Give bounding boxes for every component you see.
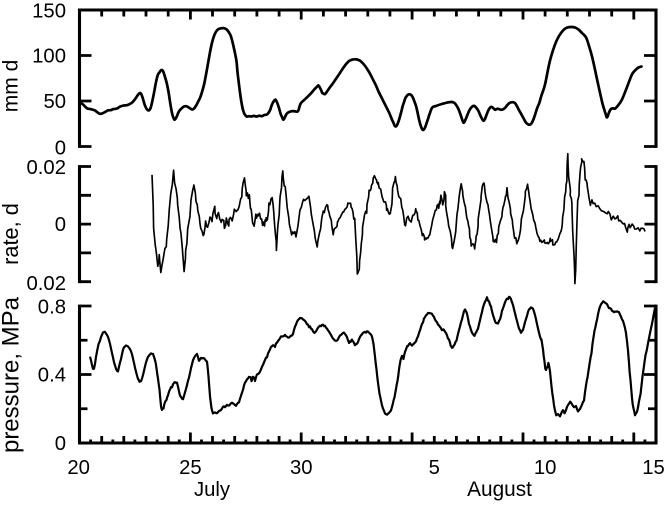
svg-text:0.02: 0.02 (27, 157, 66, 179)
svg-text:30: 30 (290, 457, 313, 479)
svg-text:rate, d: rate, d (0, 203, 23, 265)
svg-text:0.02: 0.02 (27, 273, 66, 295)
svg-text:0: 0 (55, 433, 66, 455)
svg-text:0.8: 0.8 (38, 297, 66, 319)
svg-text:20: 20 (67, 457, 90, 479)
svg-text:15: 15 (642, 457, 665, 479)
svg-text:mm d: mm d (0, 60, 23, 113)
svg-text:0: 0 (55, 214, 66, 236)
svg-text:150: 150 (32, 1, 66, 23)
svg-text:August: August (467, 478, 532, 501)
svg-text:100: 100 (32, 46, 66, 68)
svg-text:50: 50 (43, 91, 66, 113)
svg-text:25: 25 (179, 457, 202, 479)
svg-text:0.4: 0.4 (38, 365, 66, 387)
svg-text:July: July (194, 479, 231, 501)
svg-text:0: 0 (55, 137, 66, 159)
svg-text:pressure, MPa: pressure, MPa (0, 296, 25, 453)
svg-text:5: 5 (429, 457, 440, 479)
svg-text:10: 10 (534, 457, 557, 479)
